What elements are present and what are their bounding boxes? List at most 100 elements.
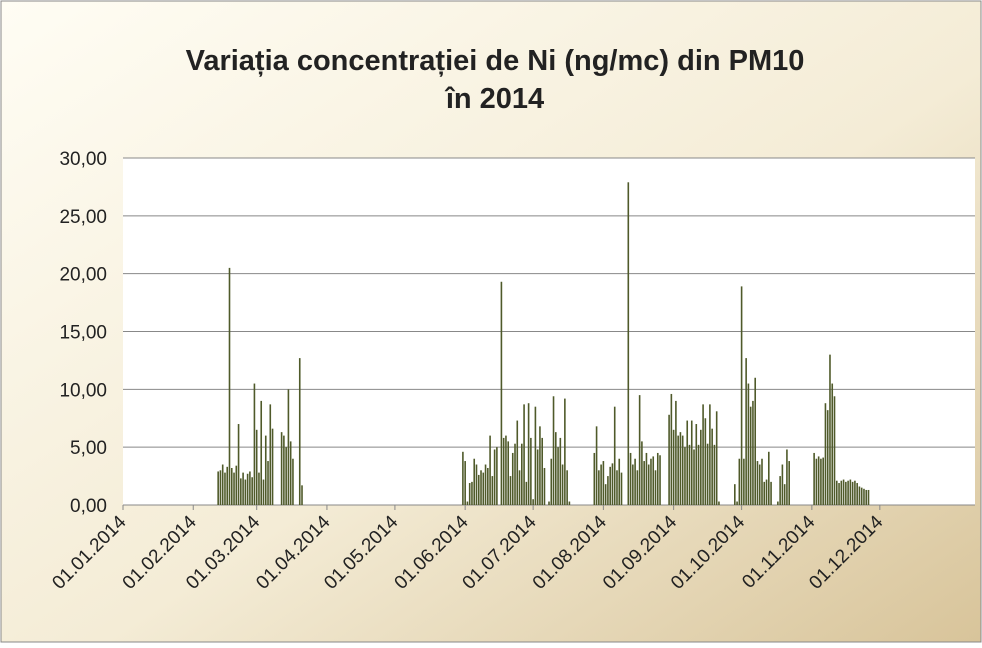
bar	[858, 486, 861, 505]
bar	[541, 437, 544, 505]
bar	[301, 485, 303, 505]
bar	[835, 480, 838, 505]
bar	[627, 182, 630, 506]
bar	[230, 467, 233, 505]
bar	[840, 480, 843, 505]
bar	[845, 481, 847, 505]
bar	[652, 456, 655, 505]
bar	[505, 435, 507, 505]
bar	[659, 455, 661, 505]
bar	[736, 501, 738, 505]
bar	[693, 449, 695, 505]
y-tick-label: 5,00	[70, 438, 107, 459]
bar	[511, 452, 514, 505]
bar	[269, 404, 272, 505]
bar	[817, 456, 820, 505]
bar	[559, 437, 562, 505]
bar	[464, 461, 466, 505]
bar	[600, 464, 602, 505]
bar	[654, 470, 657, 505]
bar	[611, 463, 614, 505]
bar	[475, 464, 478, 505]
y-tick-label: 0,00	[70, 496, 107, 517]
bar	[462, 451, 464, 505]
bar	[292, 458, 294, 505]
bar	[706, 443, 709, 505]
bar	[765, 479, 768, 505]
bar	[629, 452, 632, 505]
bar	[786, 449, 788, 505]
bar	[856, 483, 858, 505]
bar	[761, 458, 763, 505]
bar	[489, 435, 491, 505]
y-tick-label: 10,00	[59, 380, 107, 401]
bar	[650, 458, 652, 505]
bar	[521, 443, 523, 505]
bar	[638, 395, 641, 505]
bar	[763, 481, 766, 505]
bar	[679, 432, 682, 505]
bar	[754, 377, 757, 505]
bar	[482, 472, 485, 505]
bar	[831, 383, 834, 505]
bar	[865, 489, 868, 505]
bar	[704, 418, 707, 505]
bar	[237, 424, 240, 505]
bar	[244, 479, 247, 505]
bar	[557, 447, 559, 505]
bar	[477, 474, 480, 505]
bar	[468, 483, 471, 505]
bar	[602, 461, 605, 505]
bar	[681, 435, 684, 505]
y-tick-label: 30,00	[59, 149, 107, 170]
bar	[480, 470, 482, 505]
bar	[656, 452, 659, 505]
bar	[632, 464, 634, 505]
bar	[507, 441, 510, 505]
bar	[550, 458, 553, 505]
bar	[604, 484, 607, 505]
bar	[253, 383, 256, 505]
bar	[833, 396, 836, 505]
bar	[824, 403, 827, 505]
bar	[251, 477, 253, 505]
chart-title: Variația concentrației de Ni (ng/mc) din…	[186, 45, 805, 77]
bar	[500, 281, 503, 505]
bar	[260, 400, 263, 505]
bar	[228, 267, 231, 505]
bar	[221, 464, 224, 505]
bar	[618, 458, 621, 505]
bar	[283, 435, 285, 505]
bar	[734, 484, 736, 505]
bar	[779, 476, 781, 505]
bar	[636, 470, 639, 505]
bar	[516, 420, 519, 505]
bar	[566, 470, 568, 505]
bar	[758, 464, 761, 505]
bar	[740, 286, 743, 505]
bar	[749, 406, 752, 505]
bar	[530, 437, 532, 505]
bar	[738, 458, 741, 505]
bar	[670, 393, 673, 505]
bar	[643, 461, 645, 505]
bar	[813, 452, 815, 505]
bar	[672, 429, 675, 505]
bar	[647, 464, 650, 505]
bar	[700, 429, 702, 505]
bar	[770, 481, 772, 505]
bar	[534, 406, 537, 505]
bar	[788, 461, 790, 505]
bar	[287, 389, 290, 505]
bar	[593, 452, 596, 505]
bar	[217, 471, 219, 505]
bar	[509, 476, 512, 505]
bar	[645, 452, 648, 505]
bar	[847, 480, 849, 505]
bar	[713, 444, 716, 505]
bar	[523, 404, 525, 505]
bar	[554, 432, 557, 505]
bar	[860, 487, 863, 505]
bar	[280, 432, 283, 505]
bar	[702, 404, 704, 505]
